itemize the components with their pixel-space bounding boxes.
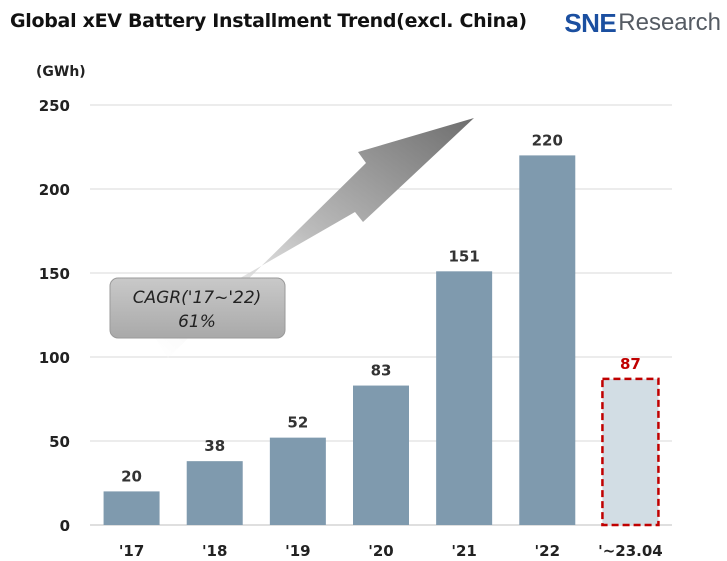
data-label: 20 [121, 467, 142, 485]
cagr-annotation: CAGR('17~'22) 61% [109, 277, 286, 339]
cagr-label: CAGR('17~'22) [133, 288, 262, 308]
data-label: 38 [204, 437, 225, 455]
bar [186, 461, 243, 525]
bars: 20 38 52 83 151 220 87 [103, 131, 660, 527]
y-tick-label: 150 [39, 265, 70, 283]
x-tick-label: '20 [368, 542, 393, 560]
data-label: 151 [448, 247, 479, 265]
trend-arrow [150, 118, 474, 358]
x-tick-label: '~23.04 [598, 542, 663, 560]
data-label: 220 [532, 131, 563, 149]
logo-brand-suffix: Research [618, 9, 721, 36]
bar [519, 155, 576, 525]
bar [103, 491, 160, 525]
x-tick-label: '18 [202, 542, 227, 560]
data-label: 87 [620, 355, 641, 373]
cagr-value: 61% [178, 312, 216, 332]
y-tick-label: 0 [60, 517, 70, 535]
data-label: 52 [287, 414, 308, 432]
x-tick-label: '22 [535, 542, 560, 560]
chart-title: Global xEV Battery Installment Trend(exc… [10, 10, 527, 32]
y-tick-label: 250 [39, 97, 70, 115]
bar [436, 271, 493, 525]
y-tick-label: 50 [49, 433, 70, 451]
bar-highlighted [601, 377, 660, 527]
x-tick-label: '19 [285, 542, 310, 560]
x-axis-ticks: '17 '18 '19 '20 '21 '22 '~23.04 [119, 542, 663, 560]
y-tick-label: 200 [39, 181, 70, 199]
bar [353, 385, 409, 525]
y-tick-label: 100 [39, 349, 70, 367]
x-tick-label: '21 [451, 542, 476, 560]
bar [269, 437, 326, 525]
sne-research-logo: SNE Research [564, 6, 721, 40]
y-axis-ticks: 0 50 100 150 200 250 [39, 97, 70, 535]
logo-brand: SNE [564, 7, 617, 38]
data-label: 83 [371, 362, 392, 380]
x-tick-label: '17 [119, 542, 144, 560]
y-axis-unit-label: (GWh) [36, 64, 86, 80]
